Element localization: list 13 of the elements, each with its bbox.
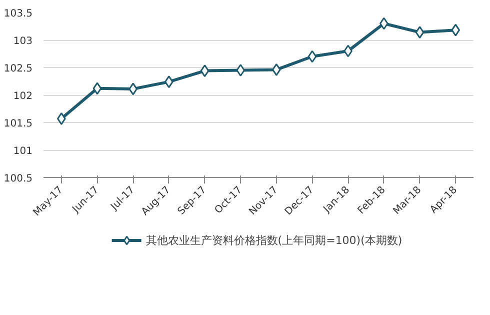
y-tick-label: 103: [13, 36, 33, 47]
y-tick-label: 102: [13, 91, 33, 102]
point: [308, 50, 317, 63]
point: [415, 26, 424, 39]
point: [200, 64, 210, 78]
point: [236, 64, 245, 76]
y-tick-label: 103.5: [4, 8, 33, 20]
y-tick-label: 101.5: [4, 118, 33, 130]
legend-label: 其他农业生产资料价格指数(上年同期=100)(本期数): [146, 232, 402, 248]
point: [92, 82, 102, 95]
y-tick-label: 100.5: [4, 174, 33, 184]
y-tick-label: 102.5: [4, 64, 33, 74]
y-tick-label: 101: [13, 146, 33, 157]
